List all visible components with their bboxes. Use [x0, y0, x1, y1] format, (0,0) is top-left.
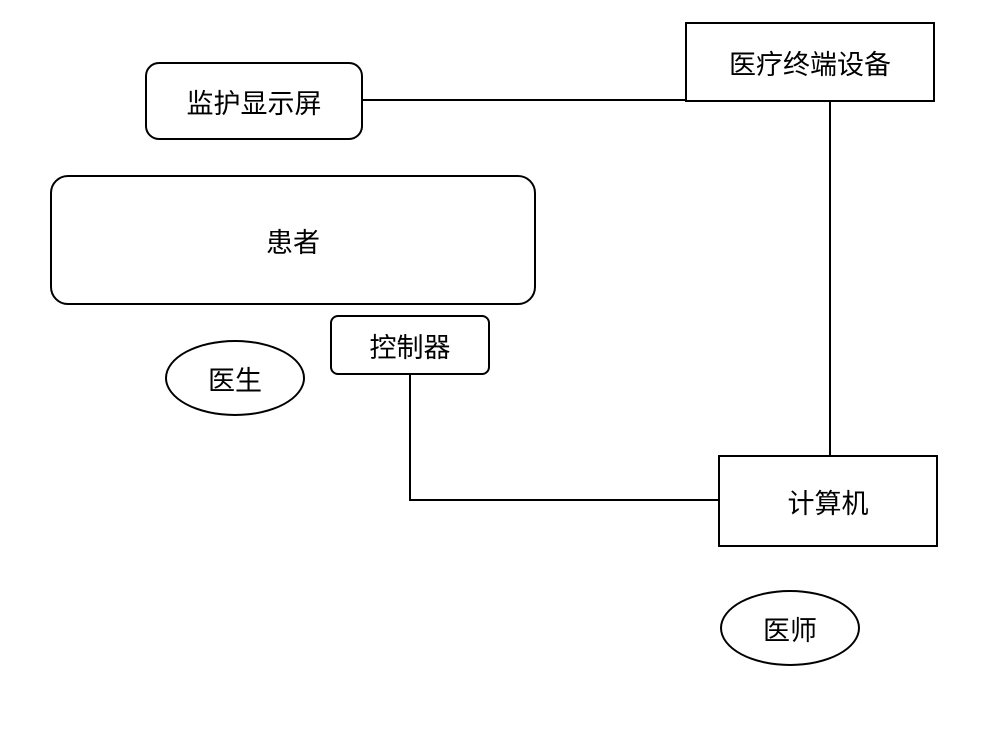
monitor-display-node: 监护显示屏: [145, 62, 363, 140]
controller-node: 控制器: [330, 315, 490, 375]
controller-label: 控制器: [370, 326, 451, 365]
doctor-label: 医生: [208, 359, 262, 398]
patient-label: 患者: [266, 221, 320, 260]
monitor-display-label: 监护显示屏: [187, 82, 322, 121]
physician-label: 医师: [763, 609, 817, 648]
patient-node: 患者: [50, 175, 536, 305]
computer-label: 计算机: [788, 482, 869, 521]
edge-e3: [410, 375, 718, 500]
medical-terminal-label: 医疗终端设备: [729, 43, 891, 82]
diagram-canvas: 监护显示屏 医疗终端设备 患者 控制器 医生 计算机 医师: [0, 0, 1000, 733]
physician-node: 医师: [720, 590, 860, 666]
medical-terminal-node: 医疗终端设备: [685, 22, 935, 102]
computer-node: 计算机: [718, 455, 938, 547]
doctor-node: 医生: [165, 340, 305, 416]
